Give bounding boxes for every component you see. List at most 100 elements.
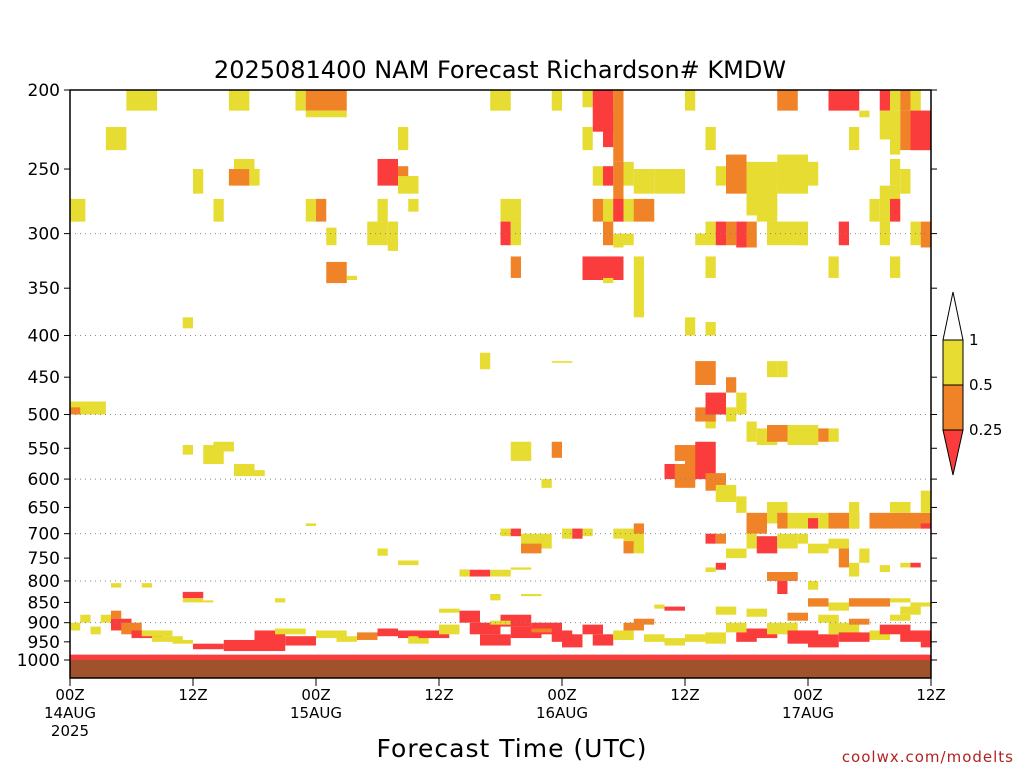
heatmap-cell	[777, 533, 798, 549]
boundary-layer-cell	[644, 634, 665, 642]
heatmap-cell	[900, 562, 911, 568]
heatmap-cell	[900, 169, 911, 194]
x-tick-label: 12Z	[670, 686, 699, 704]
boundary-layer-cell	[111, 610, 122, 619]
boundary-layer-cell	[172, 639, 193, 644]
heatmap-cell	[920, 523, 931, 529]
heatmap-cell	[849, 512, 860, 529]
boundary-layer-cell	[336, 636, 357, 642]
boundary-layer-cell	[152, 636, 183, 642]
heatmap-cell	[890, 158, 901, 186]
heatmap-cell	[879, 110, 890, 140]
heatmap-cell	[808, 518, 819, 529]
heatmap-cell	[705, 321, 716, 336]
heatmap-cell	[111, 583, 122, 588]
heatmap-cell	[808, 543, 829, 554]
heatmap-cell	[510, 567, 532, 570]
heatmap-cell	[808, 580, 819, 590]
heatmap-cell	[398, 560, 419, 566]
boundary-layer-cell	[879, 624, 911, 635]
heatmap-cell	[828, 428, 839, 442]
heatmap-cell	[613, 528, 624, 539]
heatmap-cell	[633, 198, 655, 222]
heatmap-cell	[838, 221, 849, 246]
boundary-layer-cell	[828, 622, 860, 635]
heatmap-cell	[787, 424, 819, 446]
heatmap-cell	[685, 90, 696, 111]
heatmap-cell	[715, 562, 726, 570]
boundary-layer-cell	[900, 630, 931, 642]
y-tick-label-900: 900	[28, 614, 60, 634]
boundary-layer-cell	[664, 638, 685, 646]
heatmap-cell	[572, 528, 583, 539]
boundary-layer-cell	[746, 608, 767, 617]
heatmap-cell	[705, 533, 716, 544]
heatmap-cell	[182, 591, 204, 599]
boundary-layer-cell	[459, 610, 480, 623]
heatmap-cell	[70, 198, 86, 222]
heatmap-cell	[920, 221, 931, 248]
boundary-layer-cell	[480, 634, 511, 646]
heatmap-cell	[705, 126, 716, 151]
heatmap-cell	[182, 317, 193, 329]
heatmap-cell	[890, 90, 901, 111]
boundary-layer-cell	[141, 630, 173, 637]
colorbar-top-arrow	[942, 291, 964, 341]
heatmap-cell	[346, 275, 357, 281]
heatmap-cell	[541, 533, 552, 549]
y-tick-label-600: 600	[28, 470, 60, 490]
boundary-layer-cell	[439, 608, 460, 613]
heatmap-cell	[603, 110, 614, 148]
y-tick-label-750: 750	[28, 549, 60, 569]
heatmap-cell	[234, 158, 255, 170]
heatmap-cell	[613, 161, 624, 222]
heatmap-cell	[797, 233, 808, 246]
boundary-layer-cell	[654, 604, 665, 609]
boundary-layer-cell	[90, 626, 101, 635]
y-tick-label-800: 800	[28, 572, 60, 592]
colorbar-bottom-arrow	[942, 429, 964, 476]
heatmap-cell	[551, 361, 573, 363]
heatmap-cell	[105, 126, 127, 151]
boundary-layer-cell	[746, 628, 778, 639]
heatmap-cell	[849, 501, 860, 513]
heatmap-cell	[551, 90, 562, 111]
heatmap-cell	[398, 166, 409, 181]
heatmap-cell	[777, 90, 798, 111]
heatmap-cell	[777, 580, 788, 595]
heatmap-cell	[490, 594, 501, 601]
x-tick-label: 12Z	[916, 686, 945, 704]
heatmap-cell	[869, 198, 880, 222]
heatmap-cell	[695, 441, 716, 480]
heatmap-cell	[490, 90, 511, 111]
boundary-layer-cell	[787, 612, 808, 621]
heatmap-cell	[736, 496, 747, 513]
heatmap-cell	[182, 598, 204, 603]
colorbar-yellow	[942, 339, 964, 386]
heatmap-cell	[879, 90, 890, 111]
boundary-layer-cell	[890, 614, 911, 621]
boundary-layer-cell	[193, 643, 224, 650]
y-tick-label-200: 200	[28, 81, 60, 101]
heatmap-cell	[633, 543, 644, 554]
heatmap-cell	[623, 161, 634, 186]
heatmap-cell	[695, 233, 706, 246]
heatmap-cell	[828, 90, 860, 111]
boundary-layer-cell	[121, 622, 142, 635]
boundary-layer-cell	[685, 634, 706, 642]
heatmap-cell	[213, 441, 234, 452]
heatmap-cell	[756, 536, 778, 554]
heatmap-cell	[305, 523, 316, 527]
heatmap-cell	[808, 598, 829, 607]
boundary-layer-cell	[469, 622, 501, 635]
heatmap-cell	[377, 198, 388, 222]
colorbar-label: 0.25	[969, 421, 1002, 439]
heatmap-cell	[746, 512, 767, 534]
heatmap-cell	[910, 90, 921, 111]
heatmap-cell	[228, 169, 250, 186]
boundary-layer-cell	[418, 630, 450, 639]
heatmap-cell	[910, 602, 931, 607]
heatmap-cell	[603, 221, 614, 246]
heatmap-cell	[613, 90, 624, 162]
heatmap-cell	[326, 227, 337, 246]
